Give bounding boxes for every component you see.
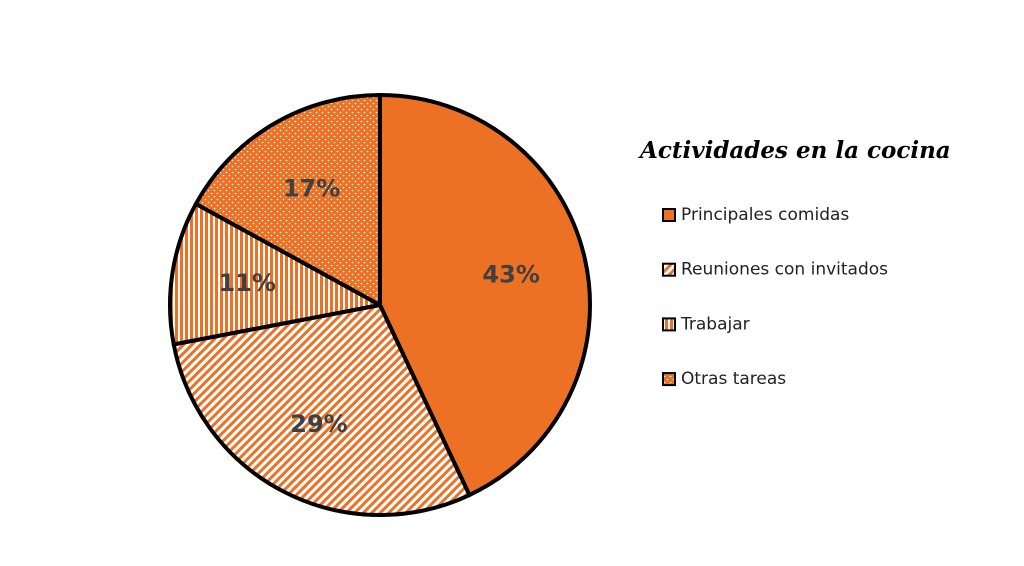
pie-slice: [378, 93, 592, 498]
legend-label: Otras tareas: [681, 369, 786, 389]
pie-slice: [168, 201, 382, 347]
legend-label: Reuniones con invitados: [681, 260, 888, 280]
legend-label: Principales comidas: [681, 205, 849, 225]
data-label: 43%: [482, 261, 539, 289]
legend-swatch: [662, 208, 676, 222]
legend-swatch: [662, 262, 676, 277]
chart-title: Actividades en la cocina: [638, 137, 951, 164]
data-label: 17%: [283, 174, 340, 202]
legend-label: Trabajar: [680, 314, 750, 334]
legend-swatch: [662, 372, 676, 387]
legend-swatch: [662, 317, 676, 332]
pie-slice: [171, 303, 472, 517]
pie-slice: [193, 93, 382, 307]
data-label: 29%: [290, 410, 347, 438]
data-label: 11%: [219, 269, 276, 297]
